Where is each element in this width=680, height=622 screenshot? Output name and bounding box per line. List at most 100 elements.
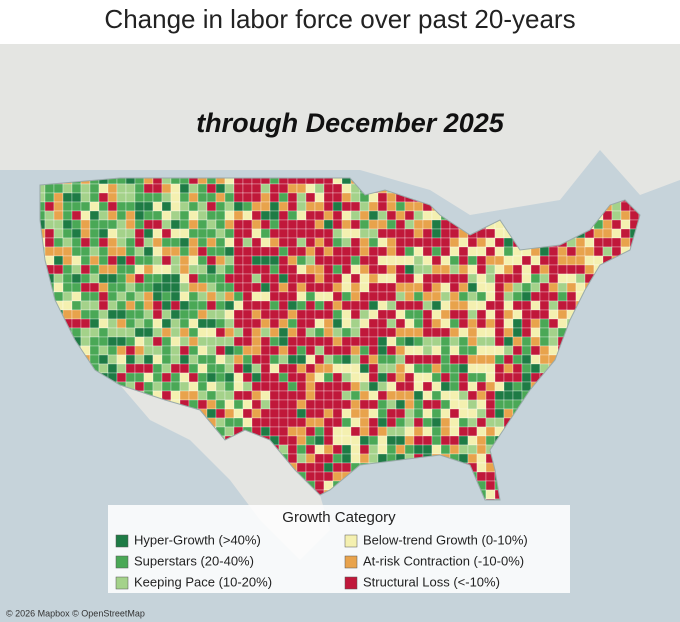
county-cell — [143, 210, 154, 221]
county-cell — [242, 336, 253, 347]
county-cell — [413, 417, 424, 428]
county-cell — [179, 228, 190, 239]
county-cell — [566, 246, 577, 257]
county-cell — [467, 255, 478, 266]
county-cell — [260, 309, 271, 320]
county-cell — [341, 435, 352, 446]
county-cell — [341, 417, 352, 428]
county-cell — [116, 318, 127, 329]
county-cell — [197, 219, 208, 230]
county-cell — [62, 219, 73, 230]
county-cell — [467, 309, 478, 320]
county-cell — [188, 228, 199, 239]
county-cell — [62, 282, 73, 293]
county-cell — [449, 282, 460, 293]
county-cell — [314, 291, 325, 302]
county-cell — [251, 219, 262, 230]
county-cell — [215, 255, 226, 266]
county-cell — [404, 201, 415, 212]
county-cell — [287, 417, 298, 428]
county-cell — [71, 291, 82, 302]
county-cell — [494, 408, 505, 419]
county-cell — [197, 336, 208, 347]
county-cell — [125, 219, 136, 230]
county-cell — [332, 192, 343, 203]
county-cell — [107, 300, 118, 311]
legend-label: Structural Loss (<-10%) — [363, 574, 500, 589]
county-cell — [476, 300, 487, 311]
county-cell — [287, 192, 298, 203]
county-cell — [98, 363, 109, 374]
county-cell — [341, 291, 352, 302]
county-cell — [485, 480, 496, 491]
county-cell — [305, 273, 316, 284]
county-cell — [359, 354, 370, 365]
county-cell — [611, 219, 622, 230]
county-cell — [215, 354, 226, 365]
county-cell — [386, 390, 397, 401]
county-cell — [134, 228, 145, 239]
county-cell — [395, 219, 406, 230]
county-cell — [89, 318, 100, 329]
county-cell — [404, 228, 415, 239]
county-cell — [314, 273, 325, 284]
county-cell — [197, 264, 208, 275]
county-cell — [44, 246, 55, 257]
county-cell — [377, 399, 388, 410]
county-cell — [305, 408, 316, 419]
county-cell — [107, 309, 118, 320]
county-cell — [170, 390, 181, 401]
county-cell — [89, 264, 100, 275]
county-cell — [386, 300, 397, 311]
county-cell — [53, 219, 64, 230]
county-cell — [188, 264, 199, 275]
county-cell — [512, 336, 523, 347]
county-cell — [422, 291, 433, 302]
county-cell — [314, 219, 325, 230]
county-cell — [71, 192, 82, 203]
county-cell — [224, 246, 235, 257]
county-cell — [206, 390, 217, 401]
county-cell — [296, 390, 307, 401]
county-cell — [215, 408, 226, 419]
county-cell — [512, 291, 523, 302]
county-cell — [188, 363, 199, 374]
county-cell — [476, 372, 487, 383]
county-cell — [332, 282, 343, 293]
county-cell — [278, 426, 289, 437]
county-cell — [422, 444, 433, 455]
county-cell — [449, 417, 460, 428]
county-cell — [53, 273, 64, 284]
county-cell — [206, 201, 217, 212]
county-cell — [332, 201, 343, 212]
county-cell — [323, 228, 334, 239]
county-cell — [206, 228, 217, 239]
county-cell — [539, 291, 550, 302]
county-cell — [377, 354, 388, 365]
county-cell — [98, 219, 109, 230]
county-cell — [386, 327, 397, 338]
county-cell — [206, 255, 217, 266]
county-cell — [125, 183, 136, 194]
county-cell — [530, 354, 541, 365]
county-cell — [287, 201, 298, 212]
county-cell — [485, 255, 496, 266]
county-cell — [476, 462, 487, 473]
county-cell — [98, 192, 109, 203]
county-cell — [215, 309, 226, 320]
county-cell — [143, 183, 154, 194]
county-cell — [512, 327, 523, 338]
county-cell — [269, 300, 280, 311]
county-cell — [278, 201, 289, 212]
county-cell — [395, 264, 406, 275]
county-cell — [458, 336, 469, 347]
county-cell — [566, 264, 577, 275]
county-cell — [152, 363, 163, 374]
county-cell — [575, 264, 586, 275]
county-cell — [485, 363, 496, 374]
county-cell — [422, 228, 433, 239]
county-cell — [350, 444, 361, 455]
county-cell — [125, 246, 136, 257]
county-cell — [287, 264, 298, 275]
county-cell — [197, 237, 208, 248]
